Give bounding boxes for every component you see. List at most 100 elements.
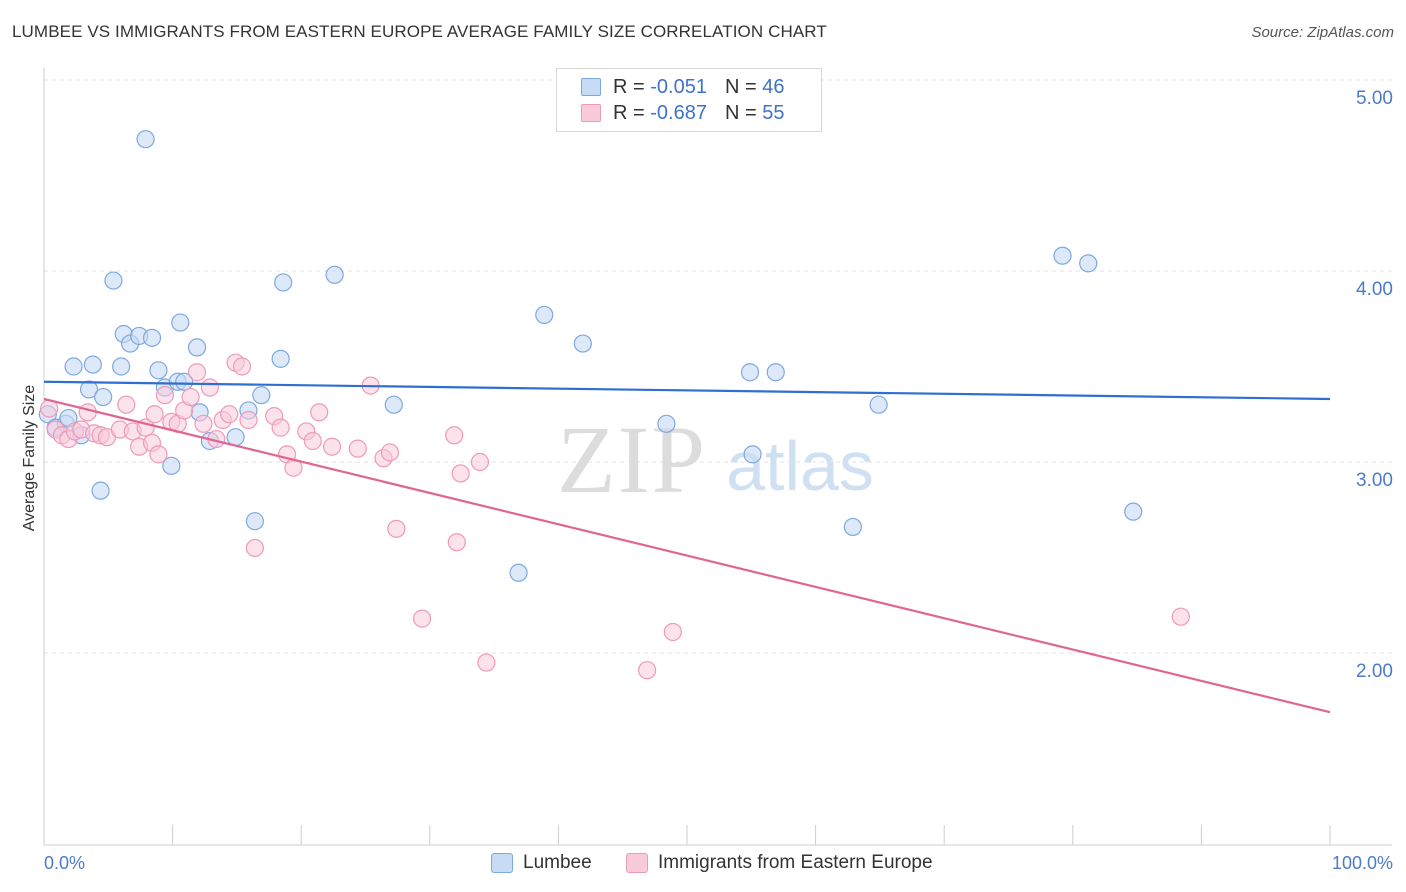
lumbee-point: [271, 349, 290, 368]
lumbee-point: [843, 517, 862, 537]
y-tick-label: 5.00: [1356, 88, 1393, 109]
lumbee-point: [79, 380, 99, 399]
immigrants-point: [451, 464, 470, 483]
legend-item-immigrants: Immigrants from Eastern Europe: [626, 852, 933, 874]
immigrants-point: [477, 653, 496, 672]
lumbee-point: [83, 355, 102, 374]
axes: [43, 68, 1392, 846]
y-tick-label: 2.00: [1356, 661, 1393, 682]
x-tick-labels: 0.0% 100.0%: [44, 853, 1393, 873]
y-tick-labels: 2.00 3.00 4.00 5.00: [1356, 88, 1393, 682]
lumbee-point: [104, 271, 123, 290]
immigrants-point: [310, 403, 329, 422]
lumbee-point: [657, 414, 676, 433]
immigrants-point: [181, 387, 200, 407]
immigrants-point: [380, 443, 400, 462]
lumbee-point: [175, 372, 194, 391]
legend-item-lumbee: Lumbee: [491, 852, 592, 874]
lumbee-point: [187, 338, 207, 357]
legend-n-label: N =: [724, 101, 757, 124]
immigrants-point: [412, 609, 432, 628]
legend-r-label: R =: [613, 75, 645, 98]
legend-r-value: -0.687: [650, 101, 707, 124]
immigrants-point: [200, 378, 219, 397]
immigrants-point: [1171, 607, 1190, 626]
lumbee-point: [384, 395, 403, 414]
immigrants-point: [220, 405, 239, 424]
x-tick-label-min: 0.0%: [44, 853, 85, 873]
immigrants-point: [348, 439, 367, 458]
lumbee-point: [325, 265, 344, 284]
immigrants-point: [117, 395, 136, 414]
immigrants-point: [245, 538, 265, 558]
lumbee-point: [1079, 254, 1098, 273]
lumbee-point: [112, 357, 131, 376]
immigrants-point: [470, 452, 490, 472]
lumbee-points: [38, 130, 1143, 582]
watermark-atlas: atlas: [726, 427, 874, 505]
immigrants-point: [145, 405, 164, 424]
lumbee-point: [274, 273, 293, 292]
immigrants-point: [187, 363, 207, 382]
legend-swatch-lumbee: [491, 853, 513, 873]
y-tick-label: 3.00: [1356, 470, 1393, 491]
immigrants-point: [149, 445, 168, 464]
lumbee-point: [766, 363, 785, 382]
lumbee-point: [743, 445, 762, 464]
immigrants-point: [239, 410, 258, 430]
lumbee-trend-line: [43, 380, 1331, 401]
immigrants-point: [78, 403, 97, 422]
lumbee-point: [869, 395, 888, 414]
legend-n-value: 46: [762, 75, 785, 98]
lumbee-point: [136, 130, 155, 149]
chart-title: LUMBEE VS IMMIGRANTS FROM EASTERN EUROPE…: [12, 22, 827, 41]
lumbee-point: [171, 313, 190, 332]
immigrants-points: [40, 353, 1190, 680]
lumbee-point: [1124, 502, 1143, 521]
trend-lines: [43, 380, 1331, 714]
watermark-zip: ZIP: [557, 406, 707, 513]
legend-swatch-immigrants: [626, 853, 648, 873]
legend-swatch-immigrants: [581, 104, 601, 122]
legend-row-immigrants: R = -0.687 N = 55: [581, 101, 784, 125]
source-credit: Source: ZipAtlas.com: [1251, 24, 1394, 41]
lumbee-point: [535, 305, 554, 325]
lumbee-point: [91, 481, 110, 500]
immigrants-point: [445, 426, 464, 445]
watermark: ZIP atlas: [557, 406, 874, 513]
immigrants-point: [271, 418, 290, 437]
lumbee-point: [740, 363, 760, 382]
correlation-legend: R = -0.051 N = 46 R = -0.687 N = 55: [556, 68, 822, 132]
lumbee-point: [64, 357, 83, 376]
lumbee-point: [162, 456, 181, 475]
immigrants-point: [447, 533, 466, 552]
lumbee-point: [509, 563, 528, 582]
legend-label-immigrants: Immigrants from Eastern Europe: [658, 852, 933, 873]
legend-swatch-lumbee: [581, 78, 601, 96]
immigrants-point: [387, 519, 406, 538]
lumbee-point: [149, 361, 168, 380]
immigrants-point: [303, 431, 322, 451]
lumbee-point: [142, 328, 162, 347]
lumbee-point: [573, 334, 592, 353]
y-axis-label: Average Family Size: [21, 385, 38, 532]
immigrants-point: [155, 386, 174, 405]
legend-r-value: -0.051: [650, 75, 707, 98]
legend-label-lumbee: Lumbee: [523, 852, 592, 873]
lumbee-point: [1053, 246, 1072, 265]
legend-r-label: R =: [613, 101, 645, 124]
legend-n-label: N =: [724, 75, 757, 98]
immigrants-point: [663, 622, 682, 642]
immigrants-point: [232, 357, 252, 376]
lumbee-point: [94, 387, 113, 407]
immigrants-trend-line: [43, 397, 1331, 714]
immigrants-point: [638, 661, 657, 680]
immigrants-point: [322, 437, 342, 456]
series-legend: Lumbee Immigrants from Eastern Europe: [0, 852, 1406, 876]
legend-n-value: 55: [762, 101, 785, 124]
x-tick-label-max: 100.0%: [1332, 853, 1393, 873]
y-tick-label: 4.00: [1356, 279, 1393, 300]
lumbee-point: [252, 386, 271, 405]
legend-row-lumbee: R = -0.051 N = 46: [581, 75, 784, 99]
